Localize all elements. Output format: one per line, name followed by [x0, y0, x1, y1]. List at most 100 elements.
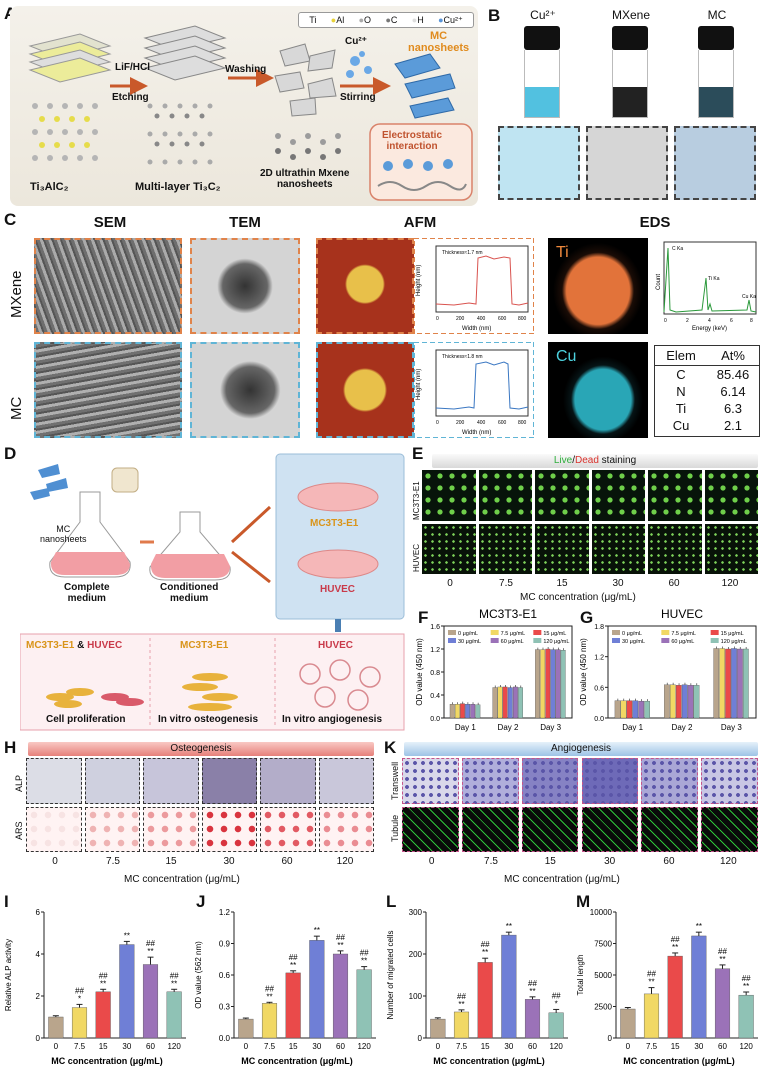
svg-text:0: 0 [436, 420, 439, 426]
y-tick-label: 0.0 [594, 716, 604, 723]
y-tick-label: 1.2 [430, 647, 440, 654]
bar [535, 649, 540, 719]
panel-b: Cu²⁺ MXene MC [494, 6, 762, 206]
x-tick-label: Day 1 [455, 723, 476, 732]
significance-hash: ## [99, 971, 108, 980]
bar [664, 684, 670, 719]
live-dead-band: Live/Dead staining [432, 454, 758, 468]
legend-label: 7.5 μg/mL [501, 631, 526, 637]
svg-text:400: 400 [477, 316, 486, 322]
significance-hash: ## [170, 971, 179, 980]
bar [632, 700, 639, 719]
conc-label: 15 [556, 578, 568, 589]
bar [501, 934, 517, 1039]
conc-label: 15 [165, 856, 177, 867]
x-tick-label: 120 [167, 1042, 181, 1051]
significance-star: ** [171, 979, 177, 988]
live-dead-image [648, 523, 702, 574]
stain-image [201, 758, 257, 804]
significance-star: ** [314, 926, 320, 935]
panel-letter-l: L [386, 892, 397, 911]
svg-text:Count: Count [656, 274, 662, 290]
eds-cu-label: Cu [556, 348, 577, 365]
stirring-label: Stirring [340, 92, 376, 103]
legend-swatch [661, 638, 670, 643]
bar [667, 955, 683, 1039]
y-tick-label: 0.8 [430, 670, 440, 677]
panel-letter-g: G [580, 608, 594, 627]
legend-swatch [533, 630, 542, 635]
live-dead-image [704, 523, 758, 574]
svg-text:0: 0 [436, 316, 439, 322]
eds-spectrum-plot: C Ka Ti Ka Cu Ka Energy (keV) Count 0 2 4 6 8 [656, 241, 757, 332]
split-arrow-down-icon [231, 550, 271, 584]
bar [670, 684, 676, 719]
y-axis-label: Relative ALP activity [4, 939, 13, 1011]
legend-swatch [710, 630, 719, 635]
x-tick-label: 0 [244, 1042, 249, 1051]
significance-hash: ## [671, 935, 680, 944]
significance-hash: ## [75, 986, 84, 995]
significance-star: ** [337, 941, 343, 950]
legend-swatch [661, 630, 670, 635]
panel-letter-j: J [196, 892, 206, 911]
cu-ions-illustration [498, 126, 580, 200]
atom-legend: Ti ●Al ●O ●C ●H ●Cu²⁺ [298, 12, 474, 28]
legend-swatch [490, 638, 499, 643]
legend-swatch [533, 638, 542, 643]
angiogenesis-image [581, 806, 639, 852]
d-box3-title: HUVEC [318, 640, 354, 651]
h-row-ars: ARS [14, 821, 24, 840]
y-tick-label: 1.6 [430, 624, 440, 631]
x-tick-label: 7.5 [264, 1042, 276, 1051]
conc-label: 7.5 [106, 856, 120, 867]
significance-star: ** [672, 943, 678, 952]
ti3alc2-lattice-icon [32, 103, 98, 161]
vial-label-mxene: MXene [611, 8, 651, 22]
svg-text:Thickness≈1.8 nm: Thickness≈1.8 nm [442, 354, 483, 360]
legend-label: 15 μg/mL [721, 631, 744, 637]
bar [555, 649, 561, 719]
conc-label: 30 [612, 578, 624, 589]
significance-hash: ## [265, 984, 274, 993]
y-tick-label: 0.0 [219, 1034, 231, 1043]
significance-hash: ## [552, 991, 561, 1000]
angiogenesis-image [461, 758, 519, 804]
multilayer-stack-icon [143, 25, 227, 81]
angiogenesis-image [701, 806, 758, 852]
svg-text:400: 400 [477, 420, 486, 426]
panel-d: MC nanosheets Complete medium Conditione… [20, 452, 406, 732]
bar [743, 648, 749, 719]
col-afm: AFM [403, 214, 437, 231]
legend-label: 30 μg/mL [622, 639, 645, 645]
k-xlabel: MC concentration (μg/mL) [504, 874, 620, 885]
ti3alc2-label: Ti₃AlC₂ [30, 181, 69, 193]
bar [261, 1003, 278, 1039]
col-tem: TEM [229, 214, 261, 231]
live-dead-image [648, 470, 702, 521]
svg-text:8: 8 [750, 318, 753, 324]
bar [560, 650, 566, 719]
x-tick-label: Day 2 [672, 723, 693, 732]
x-tick-label: 60 [718, 1042, 727, 1051]
eds-ti-map: Ti [548, 238, 648, 334]
legend-swatch [490, 630, 499, 635]
proliferation-cells-icon [46, 688, 94, 708]
afm-profile-mc-plot: Thickness≈1.8 nm Width (nm) Height (nm) … [414, 342, 534, 438]
d-box2-title: MC3T3-E1 [180, 640, 229, 651]
significance-hash: ## [742, 974, 751, 983]
bar [545, 648, 551, 719]
row-mc: MC [8, 396, 25, 420]
significance-star: * [78, 994, 81, 1003]
bar [95, 991, 111, 1039]
bar [737, 648, 743, 719]
chart-title: MC3T3-E1 [479, 607, 537, 621]
etching-label: Etching [112, 92, 149, 103]
significance-hash: ## [289, 953, 298, 962]
conc-label: 120 [336, 856, 354, 867]
y-tick-label: 1.2 [594, 655, 604, 662]
legend-label: 60 μg/mL [501, 639, 524, 645]
h-conc-labels: 0 7.5 15 30 60 120 [26, 856, 374, 868]
angiogenesis-image [641, 758, 699, 804]
